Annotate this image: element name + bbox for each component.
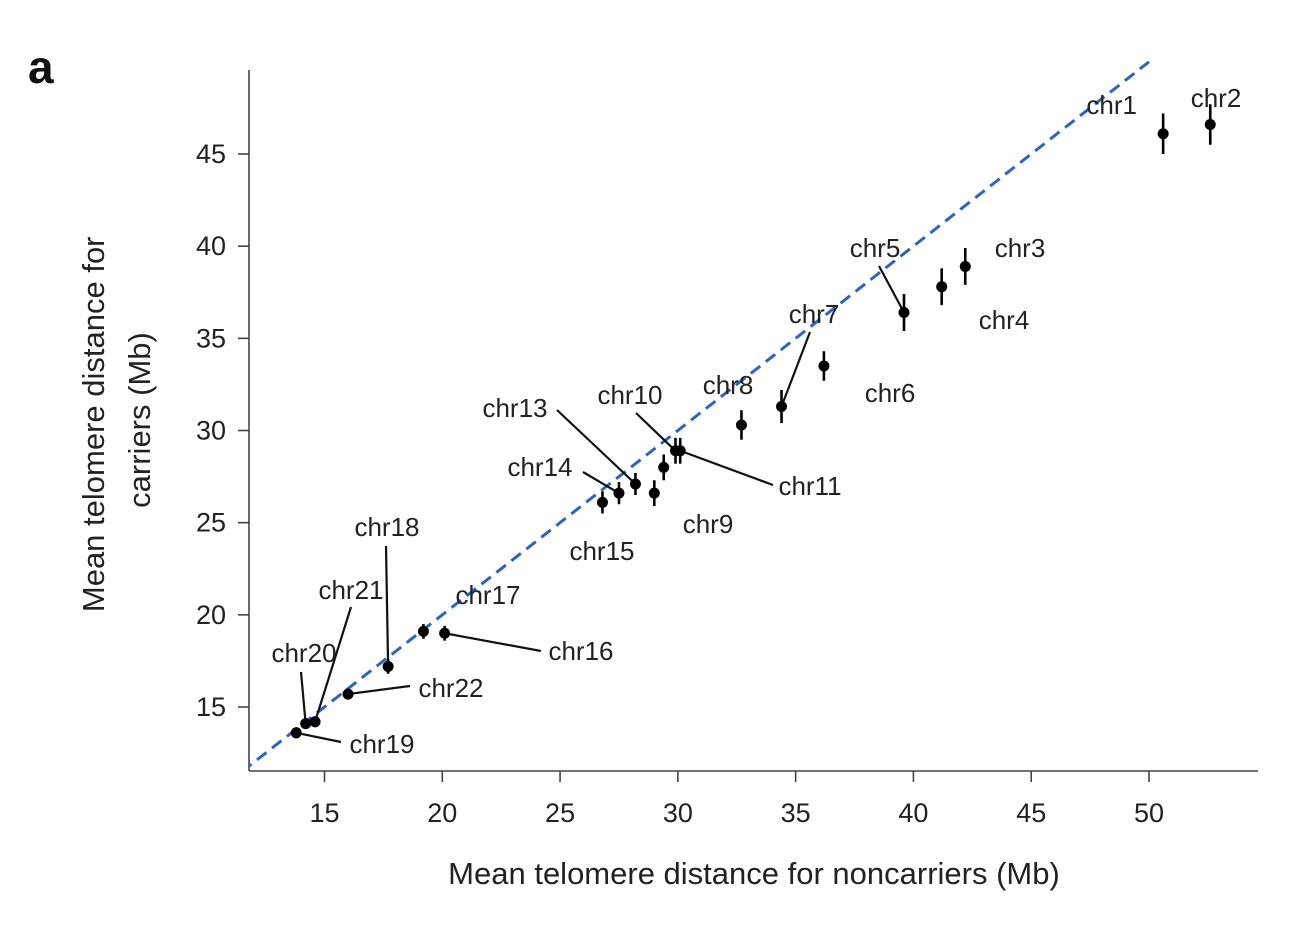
y-tick-label: 40	[196, 231, 226, 261]
y-tick-label: 20	[196, 600, 226, 630]
point-chr17	[417, 625, 429, 637]
point-chr7	[776, 401, 788, 413]
leader-line-chr21	[314, 606, 353, 723]
point-chr14	[613, 487, 625, 499]
leader-line-chr13	[556, 409, 637, 485]
y-axis-title-line-2: carriers (Mb)	[122, 332, 157, 508]
y-axis-title-line-1: Mean telomere distance for	[76, 236, 111, 612]
point-label-chr3: chr3	[995, 233, 1046, 263]
point-chr21	[309, 716, 321, 728]
y-tick-label: 25	[196, 508, 226, 538]
point-label-chr22: chr22	[418, 673, 483, 703]
leader-line-chr10	[635, 412, 677, 452]
x-tick-label: 30	[663, 798, 693, 828]
point-chr8	[735, 419, 747, 431]
point-chr5	[898, 307, 910, 319]
point-label-chr6: chr6	[865, 378, 916, 408]
point-label-chr15: chr15	[569, 536, 634, 566]
x-tick-label: 45	[1016, 798, 1046, 828]
point-label-chr9: chr9	[683, 509, 734, 539]
point-label-chr2: chr2	[1191, 83, 1242, 113]
leader-line-chr11	[679, 449, 774, 487]
leader-line-chr7	[780, 331, 812, 407]
leader-line-chr5	[878, 265, 905, 314]
x-tick-label: 40	[898, 798, 928, 828]
x-axis-title: Mean telomere distance for noncarriers (…	[448, 856, 1060, 891]
point-chr9	[658, 461, 670, 473]
point-label-chr21: chr21	[318, 575, 383, 605]
point-label-chr5: chr5	[850, 233, 901, 263]
point-chr16	[439, 627, 451, 639]
point-labels: chr1 chr2 chr3 chr4 chr5 chr6 chr7 chr8 chr9 chr1…	[271, 83, 1241, 759]
y-tick-label: 35	[196, 323, 226, 353]
y-ticks: 15 20 25 30 35 40 45	[196, 139, 249, 722]
leader-line-chr20	[299, 671, 307, 724]
point-label-chr18: chr18	[354, 512, 419, 542]
identity-reference-line	[249, 60, 1150, 768]
point-chr13	[629, 478, 641, 490]
point-label-chr14: chr14	[507, 452, 572, 482]
x-tick-label: 20	[427, 798, 457, 828]
point-chr1	[1157, 128, 1169, 140]
x-tick-label: 25	[545, 798, 575, 828]
point-chr19	[290, 727, 302, 739]
point-chr22	[342, 688, 354, 700]
point-label-chr10: chr10	[597, 380, 662, 410]
axes	[248, 70, 1258, 772]
leader-line-chr16	[444, 632, 542, 653]
y-tick-label: 15	[196, 692, 226, 722]
point-chr15	[596, 496, 608, 508]
point-chr12	[648, 487, 660, 499]
leader-line-chr14	[582, 471, 620, 495]
point-label-chr17: chr17	[455, 580, 520, 610]
point-label-chr1: chr1	[1086, 90, 1137, 120]
label-leader-lines	[296, 265, 905, 744]
point-chr11	[674, 445, 686, 457]
point-chr20	[300, 718, 312, 730]
x-tick-label: 15	[309, 798, 339, 828]
point-label-chr19: chr19	[349, 729, 414, 759]
y-tick-label: 45	[196, 139, 226, 169]
x-tick-label: 35	[781, 798, 811, 828]
point-label-chr16: chr16	[548, 636, 613, 666]
x-ticks: 15 20 25 30 35 40 45 50	[309, 771, 1164, 828]
y-axis-title: Mean telomere distance for carriers (Mb)	[76, 228, 157, 612]
data-points	[290, 104, 1216, 739]
point-chr4	[936, 281, 948, 293]
point-label-chr7: chr7	[789, 299, 840, 329]
leader-line-chr18	[384, 545, 390, 667]
x-tick-label: 50	[1134, 798, 1164, 828]
point-chr6	[818, 360, 830, 372]
leader-line-chr22	[347, 684, 411, 696]
point-chr18	[382, 660, 394, 672]
y-tick-label: 30	[196, 416, 226, 446]
point-chr2	[1204, 119, 1216, 131]
leader-line-chr19	[296, 731, 342, 744]
point-label-chr4: chr4	[979, 305, 1030, 335]
point-chr3	[959, 260, 971, 272]
point-label-chr13: chr13	[482, 393, 547, 423]
point-label-chr11: chr11	[778, 471, 841, 501]
panel-label: a	[28, 41, 54, 93]
point-label-chr20: chr20	[271, 638, 336, 668]
point-label-chr8: chr8	[703, 370, 754, 400]
